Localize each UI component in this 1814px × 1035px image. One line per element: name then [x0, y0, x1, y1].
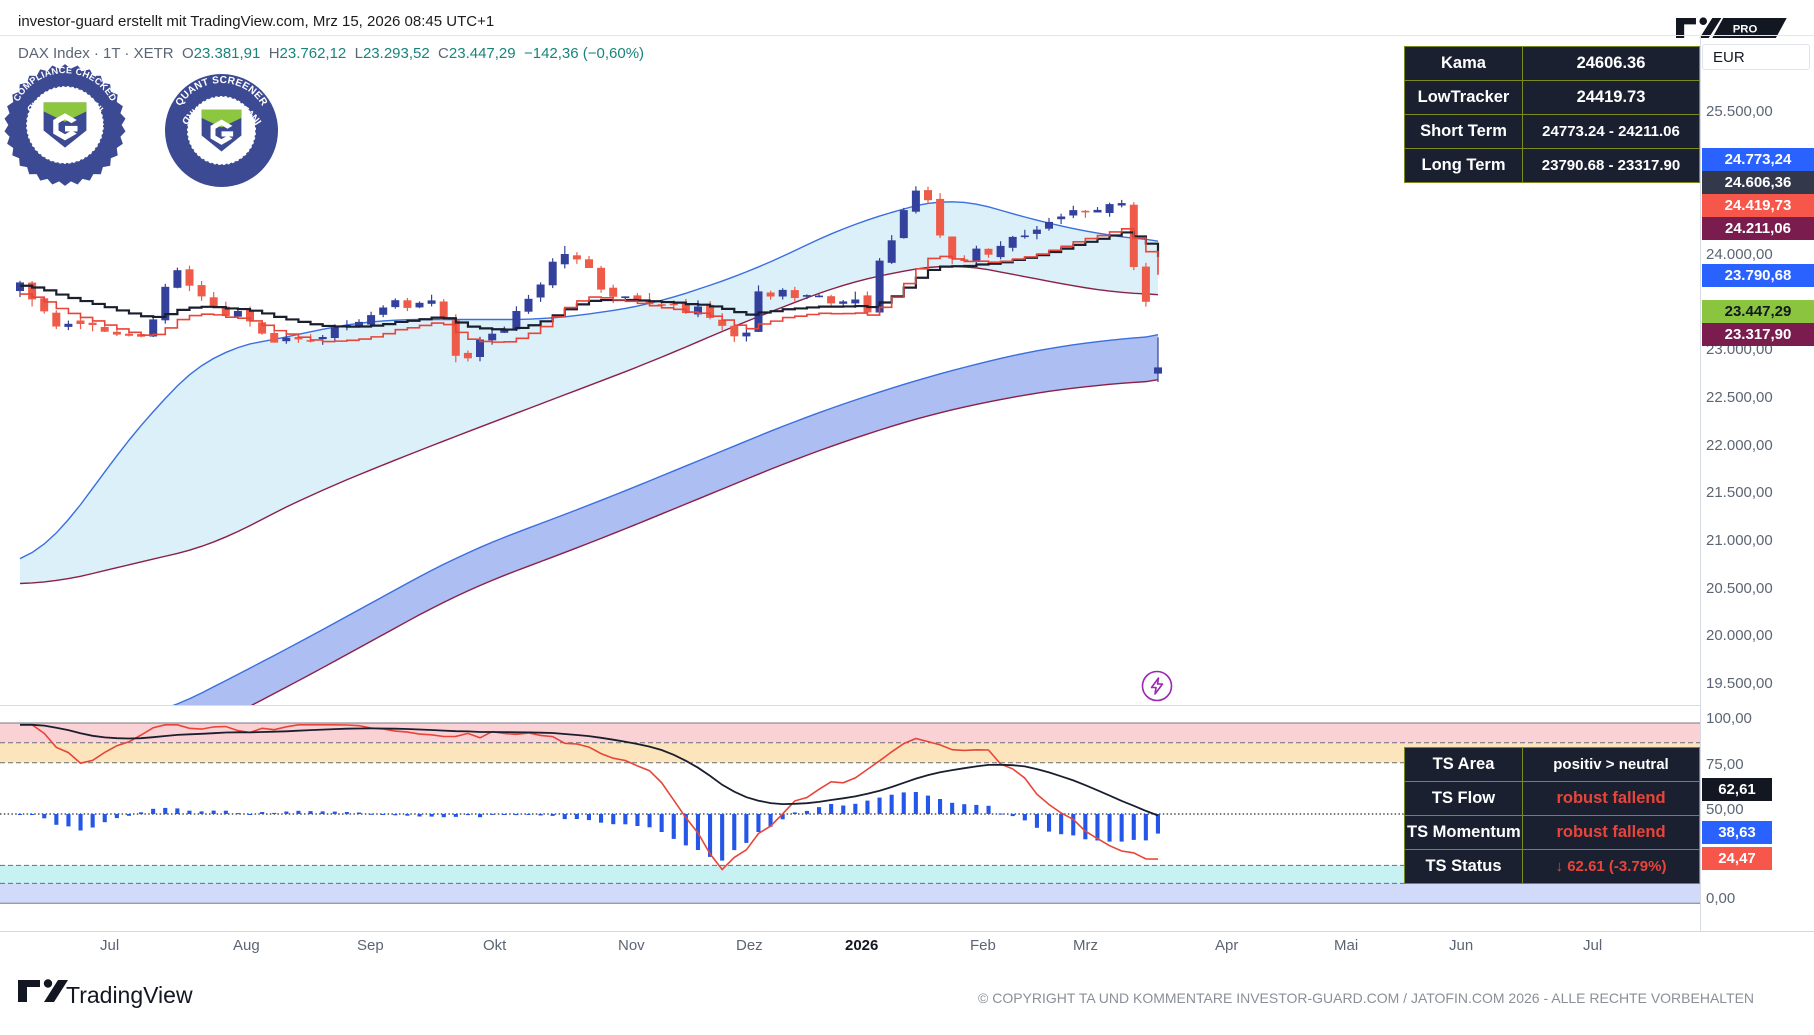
svg-text:PRO: PRO	[1733, 24, 1758, 36]
